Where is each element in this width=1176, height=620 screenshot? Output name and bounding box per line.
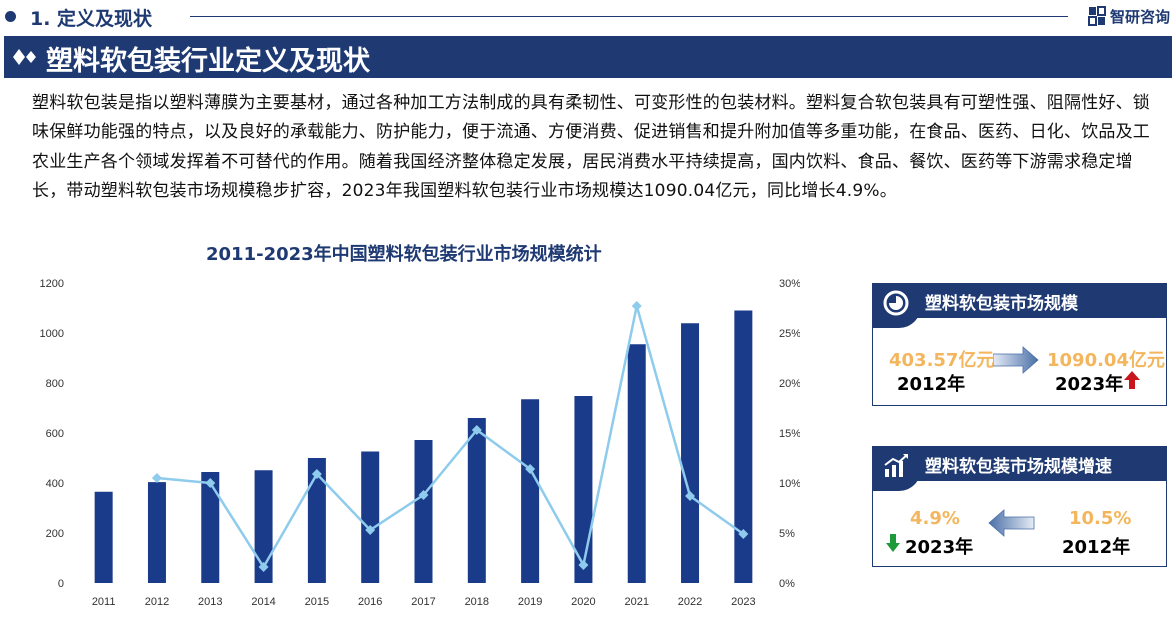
chart-title: 2011-2023年中国塑料软包装行业市场规模统计 — [206, 244, 602, 265]
growth-point — [631, 301, 642, 311]
bar — [147, 482, 166, 583]
growth-point — [418, 490, 429, 500]
bar — [361, 451, 380, 583]
diamond-icon — [13, 49, 36, 65]
bar — [574, 396, 593, 583]
stat-year-end: 2023年 — [1055, 374, 1124, 395]
bar — [467, 418, 486, 583]
bar-chart-icon — [884, 454, 908, 477]
y-left-tick-label: 0 — [58, 578, 64, 590]
card-header: 塑料软包装市场规模 — [873, 284, 1166, 328]
y-right-tick-label: 30% — [779, 278, 800, 290]
bar — [627, 344, 646, 583]
bar — [414, 440, 433, 583]
title-banner: 塑料软包装行业定义及现状 — [4, 36, 1172, 78]
bullet-dot-icon — [5, 11, 16, 22]
x-tick-label: 2020 — [571, 596, 595, 608]
card-title: 塑料软包装市场规模增速 — [925, 457, 1112, 477]
brand-name: 智研咨询 — [1110, 7, 1171, 26]
growth-point — [471, 425, 482, 435]
x-tick-label: 2016 — [358, 596, 382, 608]
brand-logo: 智研咨询 — [1088, 5, 1170, 27]
stat-year-latest: 2023年 — [905, 537, 974, 558]
y-left-axis: 0 200 400 600 800 1000 1200 — [40, 278, 64, 590]
green-down-arrow-icon — [886, 534, 900, 552]
growth-point — [205, 478, 216, 488]
market-size-chart: 0 200 400 600 800 1000 1200 0% 5% 10% 15% 20% 25% 30… — [40, 278, 800, 608]
y-right-tick-label: 25% — [779, 328, 800, 340]
bar — [734, 310, 753, 583]
x-axis: 2011 2012 2013 2014 2015 2016 2017 2018 2019 2020… — [92, 596, 756, 608]
intro-paragraph: 塑料软包装是指以塑料薄膜为主要基材，通过各种加工方法制成的具有柔韧性、可变形性的… — [32, 93, 1150, 202]
bar — [521, 399, 540, 583]
header-divider — [190, 16, 1068, 17]
y-right-tick-label: 5% — [779, 528, 795, 540]
x-tick-label: 2021 — [624, 596, 648, 608]
x-tick-label: 2015 — [305, 596, 329, 608]
growth-point — [151, 473, 162, 483]
stat-value-start: 403.57亿元 — [889, 350, 995, 371]
growth-point — [525, 464, 536, 474]
y-right-tick-label: 0% — [779, 578, 795, 590]
card-header: 塑料软包装市场规模增速 — [873, 447, 1166, 491]
bar — [307, 458, 326, 583]
growth-rate-card: 塑料软包装市场规模增速 4.9% 2023年 10.5% 2012年 — [872, 446, 1167, 567]
x-tick-label: 2017 — [411, 596, 435, 608]
y-left-tick-label: 200 — [46, 528, 64, 540]
left-arrow-icon — [988, 509, 1035, 537]
pie-chart-icon — [883, 290, 909, 316]
bar-series — [94, 310, 753, 583]
stat-value-latest: 4.9% — [910, 508, 960, 529]
x-tick-label: 2013 — [198, 596, 222, 608]
growth-point — [258, 562, 269, 572]
bar — [254, 470, 273, 583]
growth-point — [578, 560, 589, 570]
y-right-tick-label: 10% — [779, 478, 800, 490]
y-left-tick-label: 400 — [46, 478, 64, 490]
bar — [681, 323, 700, 583]
page-title: 塑料软包装行业定义及现状 — [46, 46, 370, 77]
growth-point — [365, 525, 376, 535]
y-right-tick-label: 20% — [779, 378, 800, 390]
market-scale-card: 塑料软包装市场规模 403.57亿元 2012年 1090.04亿元 2023年 — [872, 283, 1167, 406]
x-tick-label: 2012 — [145, 596, 169, 608]
card-title: 塑料软包装市场规模 — [925, 294, 1078, 314]
y-left-tick-label: 1200 — [40, 278, 64, 290]
bar — [94, 491, 113, 583]
x-tick-label: 2023 — [731, 596, 755, 608]
x-tick-label: 2011 — [92, 596, 116, 608]
growth-point — [311, 469, 322, 479]
y-right-tick-label: 15% — [779, 428, 800, 440]
growth-line-series — [151, 301, 749, 572]
x-tick-label: 2014 — [251, 596, 275, 608]
growth-point — [738, 529, 749, 539]
bar — [201, 472, 220, 583]
brand-mark-icon — [1088, 6, 1106, 26]
stat-value-end: 1090.04亿元 — [1047, 350, 1165, 371]
y-left-tick-label: 800 — [46, 378, 64, 390]
x-tick-label: 2019 — [518, 596, 542, 608]
growth-point — [685, 491, 696, 501]
red-up-arrow-icon — [1124, 371, 1140, 389]
growth-line — [156, 304, 745, 569]
y-left-tick-label: 1000 — [40, 328, 64, 340]
stat-value-base: 10.5% — [1069, 508, 1132, 529]
y-left-tick-label: 600 — [46, 428, 64, 440]
section-title: 1. 定义及现状 — [30, 8, 153, 30]
x-tick-label: 2018 — [465, 596, 489, 608]
stat-year-start: 2012年 — [897, 374, 966, 395]
y-right-axis: 0% 5% 10% 15% 20% 25% 30% — [779, 278, 800, 590]
x-tick-label: 2022 — [678, 596, 702, 608]
top-section-bar: 1. 定义及现状 智研咨询 — [0, 0, 1176, 34]
right-arrow-icon — [993, 346, 1039, 374]
stat-year-base: 2012年 — [1062, 537, 1131, 558]
